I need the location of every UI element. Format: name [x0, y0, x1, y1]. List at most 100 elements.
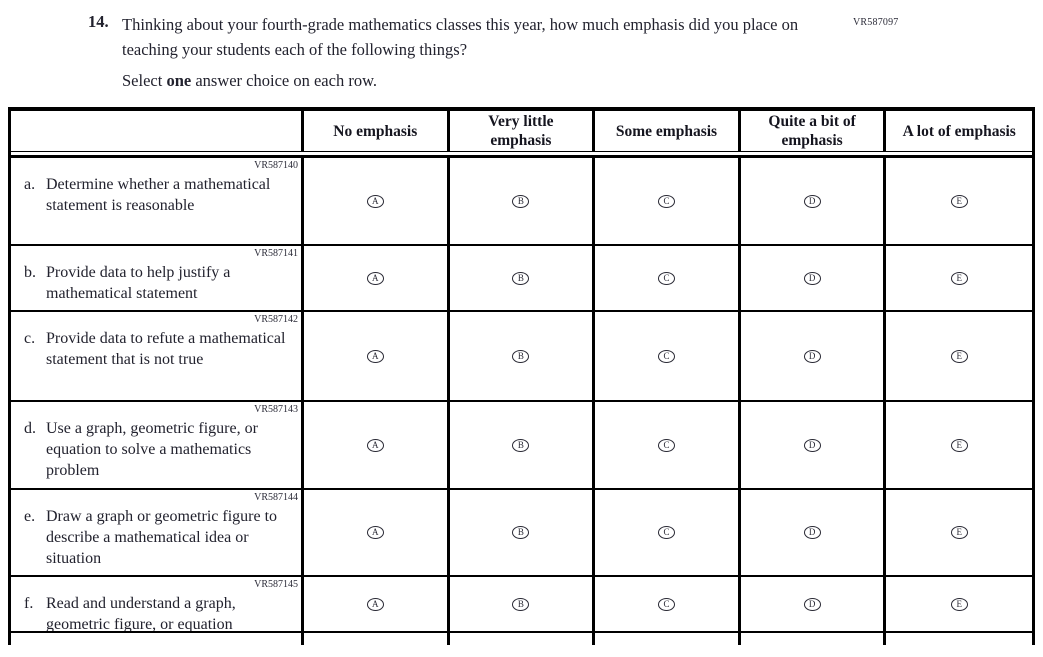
row-code: VR587140	[254, 160, 298, 171]
row-label: Provide data to refute a mathematical st…	[46, 330, 286, 368]
instruction-suffix: answer choice on each row.	[191, 71, 378, 90]
answer-cell: E	[886, 402, 1032, 488]
answer-cell: A	[304, 312, 450, 400]
answer-bubble-e[interactable]: E	[950, 438, 968, 452]
column-header-some-emphasis: Some emphasis	[595, 111, 741, 151]
question-block: 14. Thinking about your fourth-grade mat…	[88, 12, 1043, 62]
answer-bubble-a[interactable]: A	[366, 526, 384, 539]
row-letter: d.	[24, 420, 36, 437]
answer-cell: A	[304, 490, 450, 575]
table-row-d: VR587143 d. Use a graph, geometric figure…	[11, 402, 1032, 490]
answer-cell: B	[450, 158, 596, 244]
answer-cell: D	[741, 312, 887, 400]
instruction-prefix: Select	[122, 71, 167, 90]
answer-bubble-c[interactable]: C	[657, 349, 675, 363]
answer-bubble-b[interactable]: B	[512, 438, 530, 452]
table-row-a: VR587140 a. Determine whether a mathemati…	[11, 158, 1032, 246]
row-letter: f.	[24, 595, 34, 612]
answer-cell: D	[741, 158, 887, 244]
answer-cell: E	[886, 577, 1032, 631]
column-header-quite-a-bit-of-emphasis: Quite a bit of emphasis	[741, 111, 887, 151]
table-cutoff-row	[11, 633, 1032, 645]
table-row-e: VR587144 e. Draw a graph or geometric fig…	[11, 490, 1032, 577]
table-header-row: No emphasis Very little emphasis Some em…	[11, 111, 1032, 152]
row-label-cell: VR587144 e. Draw a graph or geometric fig…	[11, 490, 304, 575]
table-row-f: VR587145 f. Read and understand a graph, …	[11, 577, 1032, 633]
answer-bubble-d[interactable]: D	[803, 271, 821, 285]
answer-cell: A	[304, 158, 450, 244]
column-header-a-lot-of-emphasis: A lot of emphasis	[902, 122, 1016, 140]
answer-cell: B	[450, 577, 596, 631]
answer-cell: E	[886, 158, 1032, 244]
header-double-rule	[11, 152, 1032, 158]
row-letter: c.	[24, 330, 36, 347]
answer-bubble-a[interactable]: A	[366, 438, 384, 452]
answer-cell: A	[304, 577, 450, 631]
answer-bubble-c[interactable]: C	[657, 271, 675, 285]
row-label-cell: VR587142 c. Provide data to refute a math…	[11, 312, 304, 400]
answer-bubble-a[interactable]: A	[366, 349, 384, 363]
row-label: Draw a graph or geometric figure to desc…	[46, 508, 278, 567]
answer-bubble-a[interactable]: A	[366, 597, 384, 611]
answer-bubble-d[interactable]: D	[803, 597, 821, 611]
answer-bubble-b[interactable]: B	[512, 349, 530, 363]
answer-bubble-d[interactable]: D	[803, 194, 821, 208]
answer-bubble-e[interactable]: E	[950, 526, 968, 539]
answer-bubble-b[interactable]: B	[512, 597, 530, 611]
answer-cell: C	[595, 312, 741, 400]
row-label-cell: VR587141 b. Provide data to help justify …	[11, 246, 304, 310]
answer-bubble-c[interactable]: C	[657, 438, 675, 452]
row-letter: a.	[24, 176, 36, 193]
answer-cell: C	[595, 246, 741, 310]
answer-cell: C	[595, 490, 741, 575]
question-number: 14.	[88, 12, 109, 31]
row-label-cell: VR587145 f. Read and understand a graph, …	[11, 577, 304, 631]
answer-bubble-d[interactable]: D	[803, 526, 821, 539]
answer-bubble-b[interactable]: B	[512, 271, 530, 285]
answer-bubble-e[interactable]: E	[950, 194, 968, 208]
answer-cell: D	[741, 246, 887, 310]
answer-cell: B	[450, 246, 596, 310]
answer-bubble-e[interactable]: E	[950, 349, 968, 363]
answer-cell: A	[304, 246, 450, 310]
answer-bubble-a[interactable]: A	[366, 194, 384, 208]
column-header-very-little-emphasis: Very little emphasis	[450, 111, 596, 151]
answer-bubble-d[interactable]: D	[803, 438, 821, 452]
answer-cell: A	[304, 402, 450, 488]
answer-cell: C	[595, 402, 741, 488]
answer-bubble-b[interactable]: B	[512, 194, 530, 208]
answer-cell: E	[886, 246, 1032, 310]
answer-cell: D	[741, 490, 887, 575]
answer-cell: C	[595, 158, 741, 244]
answer-bubble-d[interactable]: D	[803, 349, 821, 363]
row-label-cell: VR587140 a. Determine whether a mathemati…	[11, 158, 304, 244]
answer-bubble-c[interactable]: C	[657, 194, 675, 208]
answer-cell: E	[886, 490, 1032, 575]
emphasis-table: No emphasis Very little emphasis Some em…	[8, 107, 1035, 645]
answer-cell: D	[741, 577, 887, 631]
row-code: VR587144	[254, 492, 298, 503]
row-label: Use a graph, geometric figure, or equati…	[46, 420, 258, 479]
answer-bubble-b[interactable]: B	[512, 526, 530, 539]
answer-cell: B	[450, 402, 596, 488]
column-header-no-emphasis: No emphasis	[304, 111, 450, 151]
row-code: VR587145	[254, 579, 298, 590]
answer-cell: E	[886, 312, 1032, 400]
row-label: Provide data to help justify a mathemati…	[46, 264, 231, 302]
row-label-cell: VR587143 d. Use a graph, geometric figure…	[11, 402, 304, 488]
answer-bubble-e[interactable]: E	[950, 597, 968, 611]
table-row-c: VR587142 c. Provide data to refute a math…	[11, 312, 1032, 402]
instruction-bold-word: one	[166, 71, 192, 90]
row-code: VR587143	[254, 404, 298, 415]
row-letter: e.	[24, 508, 36, 525]
answer-bubble-c[interactable]: C	[657, 597, 675, 611]
question-text: Thinking about your fourth-grade mathema…	[122, 15, 799, 59]
answer-bubble-c[interactable]: C	[657, 526, 675, 539]
instruction-text: Select one answer choice on each row.	[122, 70, 1043, 91]
answer-cell: D	[741, 402, 887, 488]
answer-bubble-a[interactable]: A	[366, 271, 384, 285]
form-code: VR587097	[853, 17, 899, 28]
row-label: Read and understand a graph, geometric f…	[46, 595, 236, 631]
answer-bubble-e[interactable]: E	[950, 271, 968, 285]
row-label: Determine whether a mathematical stateme…	[46, 176, 271, 214]
